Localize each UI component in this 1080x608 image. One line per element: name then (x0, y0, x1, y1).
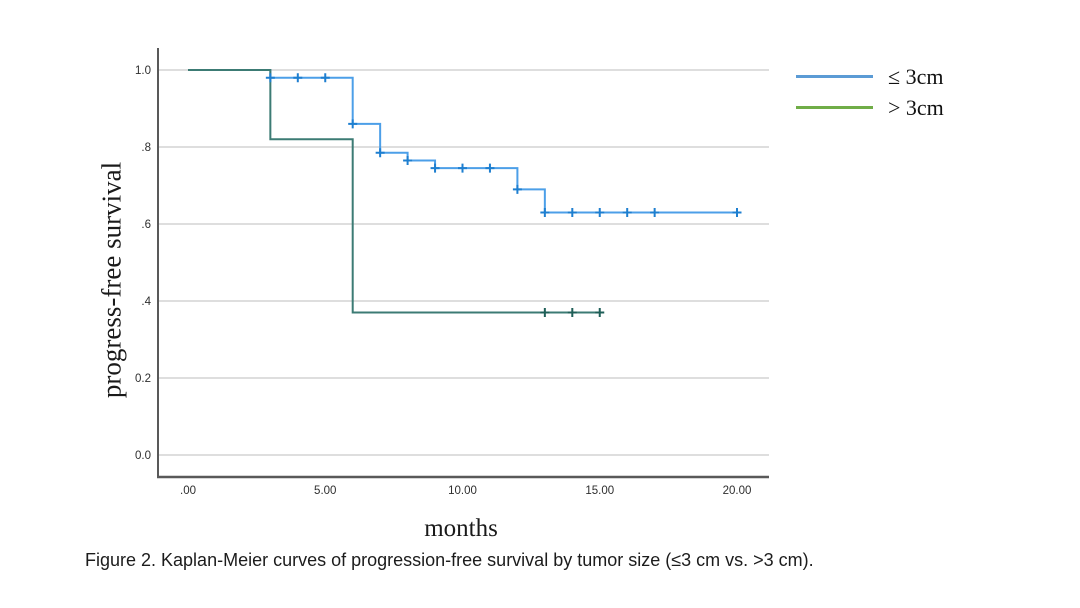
censor-mark (732, 207, 742, 217)
censor-mark (512, 184, 522, 194)
censor-mark (430, 163, 440, 173)
legend-line-green-icon (796, 106, 873, 109)
censor-mark (458, 163, 467, 173)
legend: ≤ 3cm > 3cm (796, 61, 944, 123)
y-tick-label: .6 (141, 219, 151, 231)
survival-curves-layer (188, 69, 737, 314)
km-chart-svg: 0.0 0.2 .4 .6 .8 1.0 .00 5.00 10.00 15.00 20.00 (135, 48, 769, 497)
x-axis-title: months (424, 515, 498, 542)
censor-mark (375, 148, 385, 158)
censor-mark (567, 308, 577, 318)
y-axis-title: progress-free survival (96, 161, 127, 399)
legend-label: > 3cm (888, 94, 944, 120)
gridlines-layer (158, 69, 769, 456)
censor-mark (622, 207, 632, 217)
x-tick-label: .00 (180, 485, 196, 497)
y-tick-label: .8 (141, 142, 151, 154)
x-tick-label: 15.00 (585, 485, 614, 497)
censor-mark (403, 155, 413, 165)
y-tick-label: 1.0 (135, 65, 151, 77)
axes-layer (157, 48, 769, 479)
legend-item-le3cm: ≤ 3cm (796, 61, 944, 92)
y-tick-label: 0.2 (135, 373, 151, 385)
censor-mark (567, 207, 577, 217)
tick-labels-layer: 0.0 0.2 .4 .6 .8 1.0 .00 5.00 10.00 15.00 20.00 (135, 65, 751, 497)
censor-mark (650, 207, 660, 217)
censor-mark (293, 73, 303, 83)
y-tick-label: .4 (141, 296, 151, 308)
legend-label: ≤ 3cm (888, 63, 944, 89)
censor-mark (485, 163, 495, 173)
legend-line-blue-icon (796, 75, 873, 78)
censor-mark (540, 308, 550, 318)
x-tick-label: 5.00 (314, 485, 336, 497)
y-tick-label: 0.0 (135, 450, 151, 462)
censor-mark (265, 73, 275, 83)
censor-mark (540, 207, 550, 217)
censor-marks-layer (265, 73, 742, 318)
legend-item-gt3cm: > 3cm (796, 92, 944, 123)
censor-mark (595, 207, 605, 217)
censor-mark (348, 119, 358, 129)
x-tick-label: 20.00 (723, 485, 752, 497)
censor-mark (595, 308, 605, 318)
survival-curve-gt3cm (188, 69, 600, 314)
censor-mark (320, 73, 330, 83)
x-tick-label: 10.00 (448, 485, 477, 497)
figure-caption: Figure 2. Kaplan-Meier curves of progres… (85, 550, 814, 570)
